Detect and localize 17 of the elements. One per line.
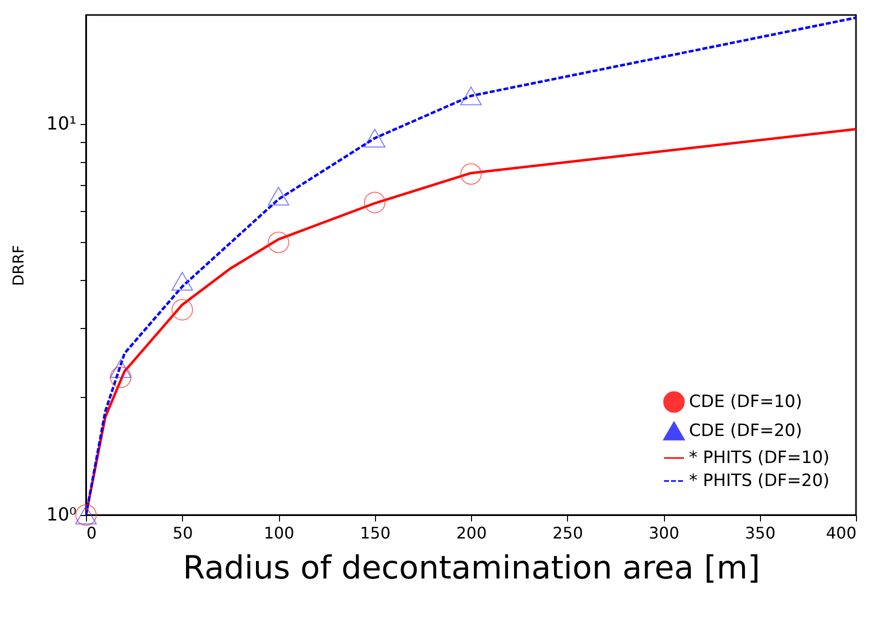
y-axis-title: DRRF <box>9 244 28 286</box>
x-tick-label: 150 <box>360 524 391 542</box>
x-tick-label: 250 <box>552 524 584 542</box>
x-tick-label: 0 <box>86 524 97 542</box>
legend-label: * PHITS (DF=20) <box>689 471 830 491</box>
legend-label: CDE (DF=10) <box>689 392 802 412</box>
legend-label: * PHITS (DF=10) <box>689 448 830 468</box>
legend-label: CDE (DF=20) <box>689 421 802 441</box>
x-tick-label: 350 <box>744 524 776 542</box>
x-tick-label: 50 <box>172 524 193 542</box>
x-axis-title: Radius of decontamination area [m] <box>182 548 760 586</box>
x-tick-label: 400 <box>826 524 856 542</box>
x-tick-label: 300 <box>648 524 680 542</box>
x-tick-label: 100 <box>264 524 294 542</box>
y-tick-label: 10¹ <box>46 113 76 134</box>
x-tick-label: 200 <box>456 524 487 542</box>
y-tick-label: 10⁰ <box>46 504 76 526</box>
